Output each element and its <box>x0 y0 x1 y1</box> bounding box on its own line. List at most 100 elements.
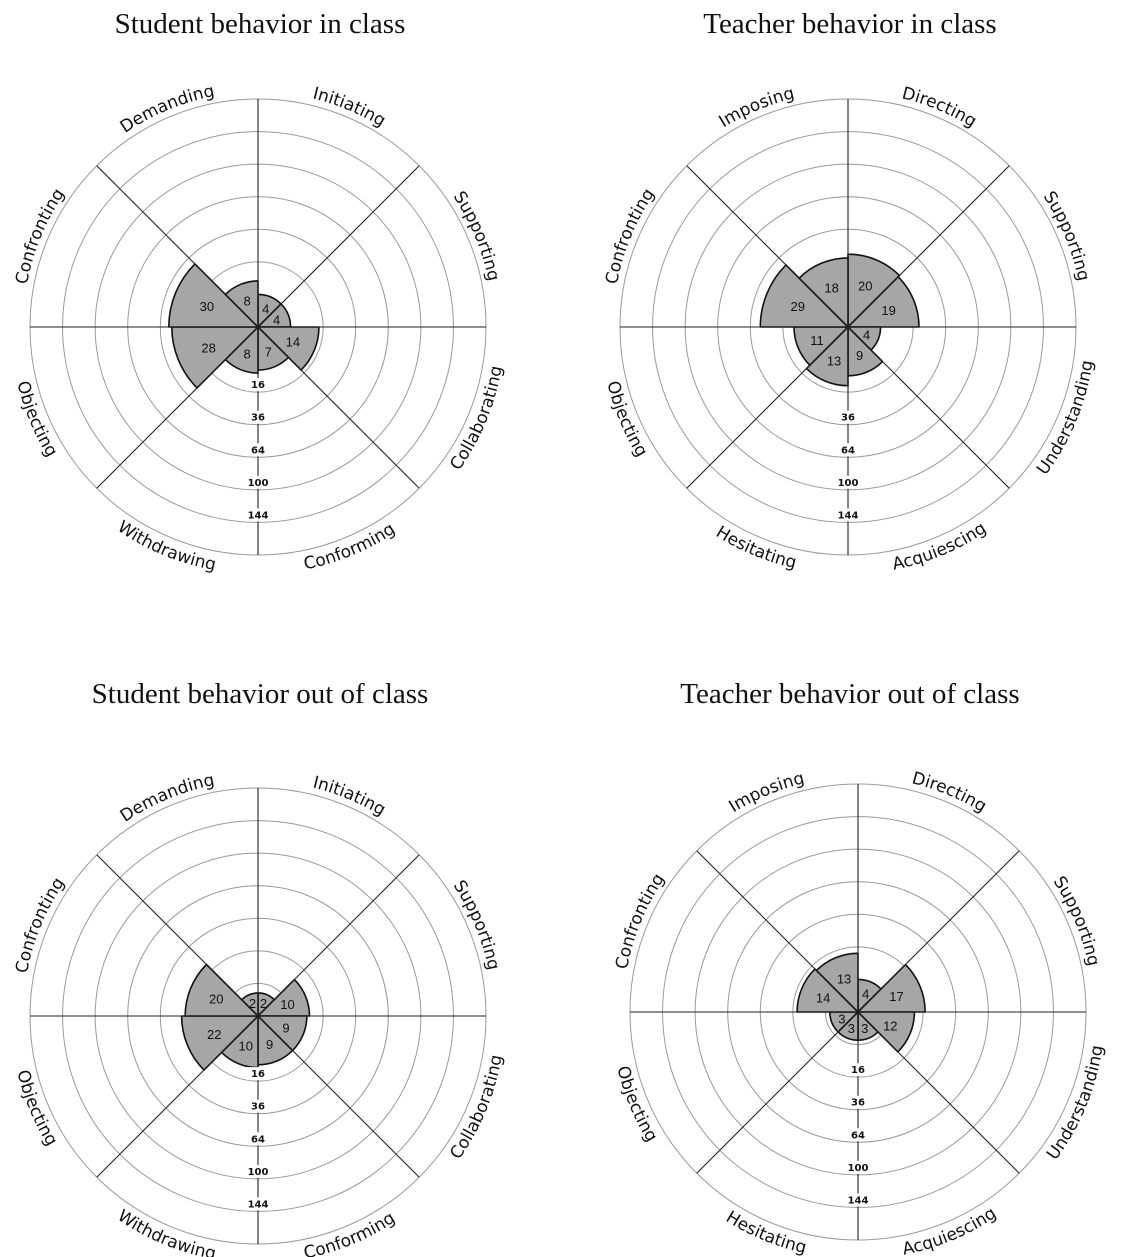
ring-tick-label: 36 <box>251 413 265 424</box>
value-label: 8 <box>243 346 250 361</box>
category-label-text: Confronting <box>12 874 69 975</box>
ring-tick-label: 16 <box>251 380 265 391</box>
label-path <box>438 335 505 496</box>
category-label-withdrawing: Withdrawing <box>114 517 218 575</box>
value-label: 4 <box>862 986 869 1001</box>
label-path <box>611 1020 678 1181</box>
value-label: 2 <box>260 996 267 1011</box>
ring-tick-label: 64 <box>251 1134 265 1145</box>
tick-label-bg <box>247 1067 269 1081</box>
value-label: 28 <box>201 340 215 355</box>
tick-label-bg <box>247 475 269 489</box>
category-label-text: Objecting <box>12 379 61 461</box>
value-label: 10 <box>239 1038 253 1053</box>
panel-student-out-of-class: Student behavior out of class 2 10 9 9 10 22 2… <box>0 630 520 1257</box>
sector-confronting <box>759 264 849 328</box>
axis-line <box>257 1015 420 1178</box>
rose-chart: 201949131129183664100144DirectingSupport… <box>602 83 1098 574</box>
value-label: 7 <box>265 345 272 360</box>
category-label-text: Initiating <box>311 773 389 821</box>
value-label: 14 <box>286 334 300 349</box>
category-label-text: Objecting <box>12 1068 61 1150</box>
value-label: 14 <box>816 991 830 1006</box>
category-label-text: Hesitating <box>722 1207 808 1257</box>
category-label-text: Acquiescing <box>891 518 990 574</box>
category-label-confronting: Confronting <box>612 870 669 971</box>
value-label: 9 <box>266 1037 273 1052</box>
chart-title: Student behavior in class <box>114 8 406 40</box>
rose-chart: 2 10 99 10 22 20 2 16 36 64 100 144 Initiating Suppor… <box>11 770 507 1257</box>
label-path <box>11 1024 78 1185</box>
ring-tick-label: 144 <box>848 1195 869 1206</box>
category-label-text: Objecting <box>612 1064 661 1146</box>
category-label-objecting: Objecting <box>12 379 61 461</box>
value-label: 19 <box>881 303 895 318</box>
category-label-supporting: Supporting <box>1049 873 1103 968</box>
value-label: 4 <box>273 312 280 327</box>
chart-title: Student behavior out of class <box>91 678 429 710</box>
category-label-text: Conforming <box>302 519 399 574</box>
tick-label-bg <box>247 378 269 392</box>
ring-tick-label: 16 <box>251 1069 265 1080</box>
axis-line <box>257 326 420 489</box>
tick-label-bg <box>247 1099 269 1113</box>
tick-label-bg <box>847 1160 869 1174</box>
category-label-confronting: Confronting <box>602 185 659 286</box>
chart-title: Teacher behavior in class <box>703 8 997 40</box>
category-label-text: Collaborating <box>446 1053 506 1163</box>
tick-label-bg <box>847 1193 869 1207</box>
category-label-text: Confronting <box>612 870 669 971</box>
category-label-text: Supporting <box>449 188 503 283</box>
label-path <box>266 507 427 574</box>
ring-tick-label: 144 <box>248 510 269 521</box>
ring-tick-label: 16 <box>851 1065 865 1076</box>
ring-tick-label: 100 <box>838 478 859 489</box>
category-label-objecting: Objecting <box>612 1064 661 1146</box>
category-label-text: Acquiescing <box>901 1203 1000 1257</box>
category-label-text: Understanding <box>1033 359 1098 479</box>
category-label-confronting: Confronting <box>12 185 69 286</box>
category-label-objecting: Objecting <box>12 1068 61 1150</box>
axis-line <box>696 1011 859 1174</box>
tick-label-bg <box>837 410 859 424</box>
category-label-withdrawing: Withdrawing <box>114 1206 218 1257</box>
value-label: 29 <box>791 299 805 314</box>
category-label-understanding: Understanding <box>1043 1044 1108 1164</box>
ring-tick-label: 100 <box>248 478 269 489</box>
ring-tick-label: 100 <box>248 1167 269 1178</box>
category-label-conforming: Conforming <box>302 519 399 574</box>
ring-tick-label: 144 <box>838 510 859 521</box>
value-label: 10 <box>280 997 294 1012</box>
tick-label-bg <box>247 1164 269 1178</box>
value-label: 3 <box>838 1012 845 1027</box>
category-label-text: Withdrawing <box>114 1206 218 1257</box>
panel-teacher-out-of-class: Teacher behavior out of class 4 17 12 3 3 3 14… <box>590 630 1110 1257</box>
axis-line <box>96 1015 259 1178</box>
value-label: 18 <box>824 280 838 295</box>
sector-confronting <box>184 963 259 1017</box>
value-label: 9 <box>282 1021 289 1036</box>
tick-label-bg <box>837 475 859 489</box>
sector-objecting <box>171 326 259 389</box>
ring-tick-label: 144 <box>248 1199 269 1210</box>
category-label-text: Demanding <box>117 81 217 137</box>
category-label-text: Demanding <box>117 770 217 826</box>
value-label: 8 <box>243 294 250 309</box>
category-label-supporting: Supporting <box>1039 188 1093 283</box>
label-path <box>1038 1020 1105 1181</box>
value-label: 9 <box>856 348 863 363</box>
rose-chart: 4 17123331413163664100144DirectingSupport… <box>611 768 1108 1257</box>
tick-label-bg <box>847 1128 869 1142</box>
category-label-understanding: Understanding <box>1033 359 1098 479</box>
axis-line <box>847 326 1010 489</box>
category-label-confronting: Confronting <box>12 874 69 975</box>
tick-label-bg <box>837 443 859 457</box>
tick-label-bg <box>247 410 269 424</box>
sector-directing <box>847 253 901 328</box>
value-label: 11 <box>810 333 824 348</box>
value-label: 2 <box>249 996 256 1011</box>
label-path <box>856 507 1017 574</box>
value-label: 4 <box>863 328 870 343</box>
category-label-hesitating: Hesitating <box>722 1207 808 1257</box>
